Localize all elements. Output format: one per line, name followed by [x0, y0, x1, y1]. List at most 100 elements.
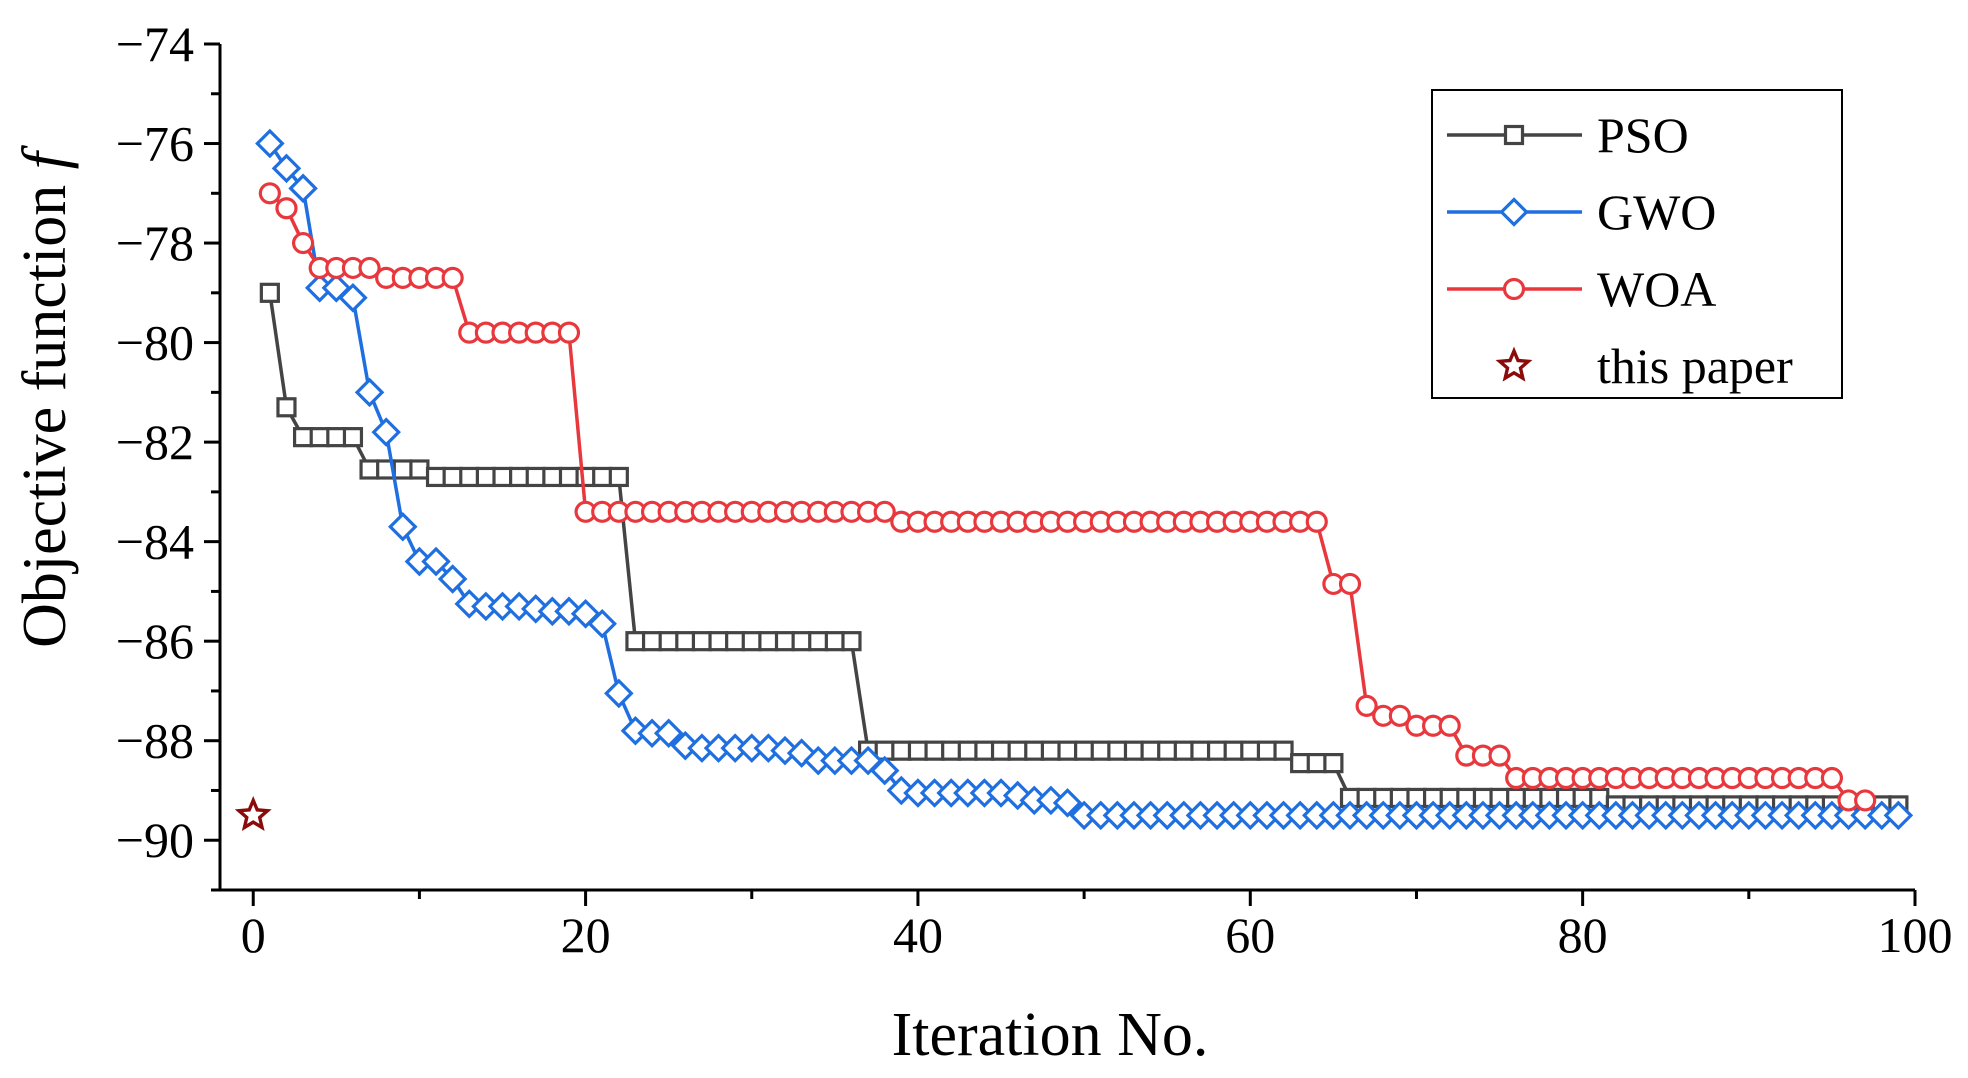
- legend-marker: [1495, 346, 1533, 382]
- y-axis-title-space: [11, 169, 79, 185]
- data-point: [1256, 740, 1278, 761]
- series-this-paper: [234, 795, 272, 832]
- data-point: [326, 427, 347, 448]
- data-point: [1306, 752, 1327, 774]
- data-point: [774, 631, 796, 652]
- data-point: [1057, 740, 1078, 761]
- legend-item: PSO: [1447, 107, 1689, 163]
- data-point: [957, 740, 978, 761]
- data-point: [1002, 780, 1033, 811]
- data-point: [708, 631, 729, 652]
- data-point: [437, 564, 468, 594]
- x-tick-label: 20: [561, 907, 611, 963]
- data-point: [941, 740, 962, 761]
- data-point: [292, 427, 314, 448]
- data-point: [459, 466, 480, 488]
- y-tick-label: −88: [116, 713, 194, 769]
- data-point: [1173, 740, 1194, 761]
- data-point: [675, 631, 696, 652]
- data-point: [653, 718, 684, 749]
- data-point: [255, 128, 285, 159]
- data-point: [791, 631, 812, 652]
- data-point: [309, 427, 330, 448]
- data-point: [1123, 740, 1145, 761]
- legend: PSO GWO WOA this paper: [1431, 89, 1843, 399]
- data-point: [276, 397, 297, 418]
- data-point: [1052, 788, 1083, 818]
- data-point: [1323, 752, 1344, 774]
- data-point: [808, 631, 829, 652]
- y-tick-label: −74: [116, 16, 194, 72]
- legend-item: this paper: [1495, 338, 1793, 394]
- x-tick-label: 100: [1878, 907, 1953, 963]
- legend-label: PSO: [1597, 107, 1689, 163]
- data-point: [425, 466, 447, 488]
- data-point: [509, 466, 530, 488]
- data-point: [1190, 740, 1211, 761]
- data-point: [259, 282, 280, 303]
- data-point: [354, 377, 385, 408]
- legend-label: WOA: [1597, 261, 1716, 317]
- data-point: [1438, 714, 1461, 737]
- data-point: [587, 608, 617, 639]
- data-point: [441, 266, 464, 289]
- data-point: [924, 740, 945, 761]
- legend-marker: [1503, 124, 1525, 146]
- y-tick-label: −80: [116, 315, 194, 371]
- data-point: [1024, 740, 1045, 761]
- y-axis-title-group: Objective function f: [11, 144, 79, 648]
- y-tick-label: −90: [116, 812, 194, 868]
- data-point: [1273, 740, 1294, 761]
- data-point: [358, 256, 381, 280]
- data-point: [1090, 740, 1111, 761]
- data-point: [658, 631, 679, 652]
- data-point: [1074, 740, 1095, 761]
- data-point: [1388, 704, 1411, 727]
- data-point: [1223, 740, 1244, 761]
- data-point: [492, 466, 513, 488]
- data-point: [608, 466, 629, 488]
- data-point: [371, 417, 401, 447]
- data-point: [575, 466, 596, 488]
- legend-item: WOA: [1447, 261, 1716, 317]
- data-point: [1883, 800, 1914, 831]
- y-axis-title-symbol: f: [11, 144, 79, 169]
- x-tick-label: 80: [1558, 907, 1608, 963]
- data-point: [891, 740, 912, 761]
- x-axis-title: Iteration No.: [892, 1001, 1209, 1069]
- data-point: [604, 678, 634, 709]
- data-point: [525, 466, 546, 488]
- x-tick-label: 0: [241, 907, 266, 963]
- y-tick-label: −82: [116, 414, 194, 470]
- data-point: [1140, 740, 1161, 761]
- data-point: [907, 740, 929, 761]
- legend-marker: [1502, 277, 1526, 301]
- data-point: [421, 546, 451, 577]
- series-gwo: [255, 128, 1914, 831]
- data-point: [392, 459, 413, 480]
- data-point: [691, 631, 713, 652]
- data-point: [758, 631, 779, 652]
- data-point: [409, 459, 430, 480]
- data-point: [475, 466, 496, 488]
- y-axis-title: Objective function f: [11, 144, 79, 648]
- series-woa: [258, 182, 1877, 812]
- data-point: [1305, 510, 1328, 533]
- data-point: [359, 459, 380, 480]
- data-point: [1488, 744, 1511, 767]
- axes-layer: 0 20 40 60 80 100 −74 −76 −78 −80 −82 −84 −86 −88 −90: [116, 16, 1953, 963]
- y-tick-label: −78: [116, 215, 194, 271]
- data-point: [291, 231, 315, 255]
- data-point: [592, 466, 613, 488]
- data-point: [725, 631, 746, 652]
- data-point: [1355, 694, 1378, 717]
- data-point: [1290, 752, 1311, 774]
- legend-box: [1431, 89, 1843, 399]
- data-point: [338, 283, 368, 313]
- data-point: [841, 631, 862, 652]
- data-point: [625, 631, 646, 652]
- data-point: [990, 740, 1012, 761]
- data-point: [1107, 740, 1128, 761]
